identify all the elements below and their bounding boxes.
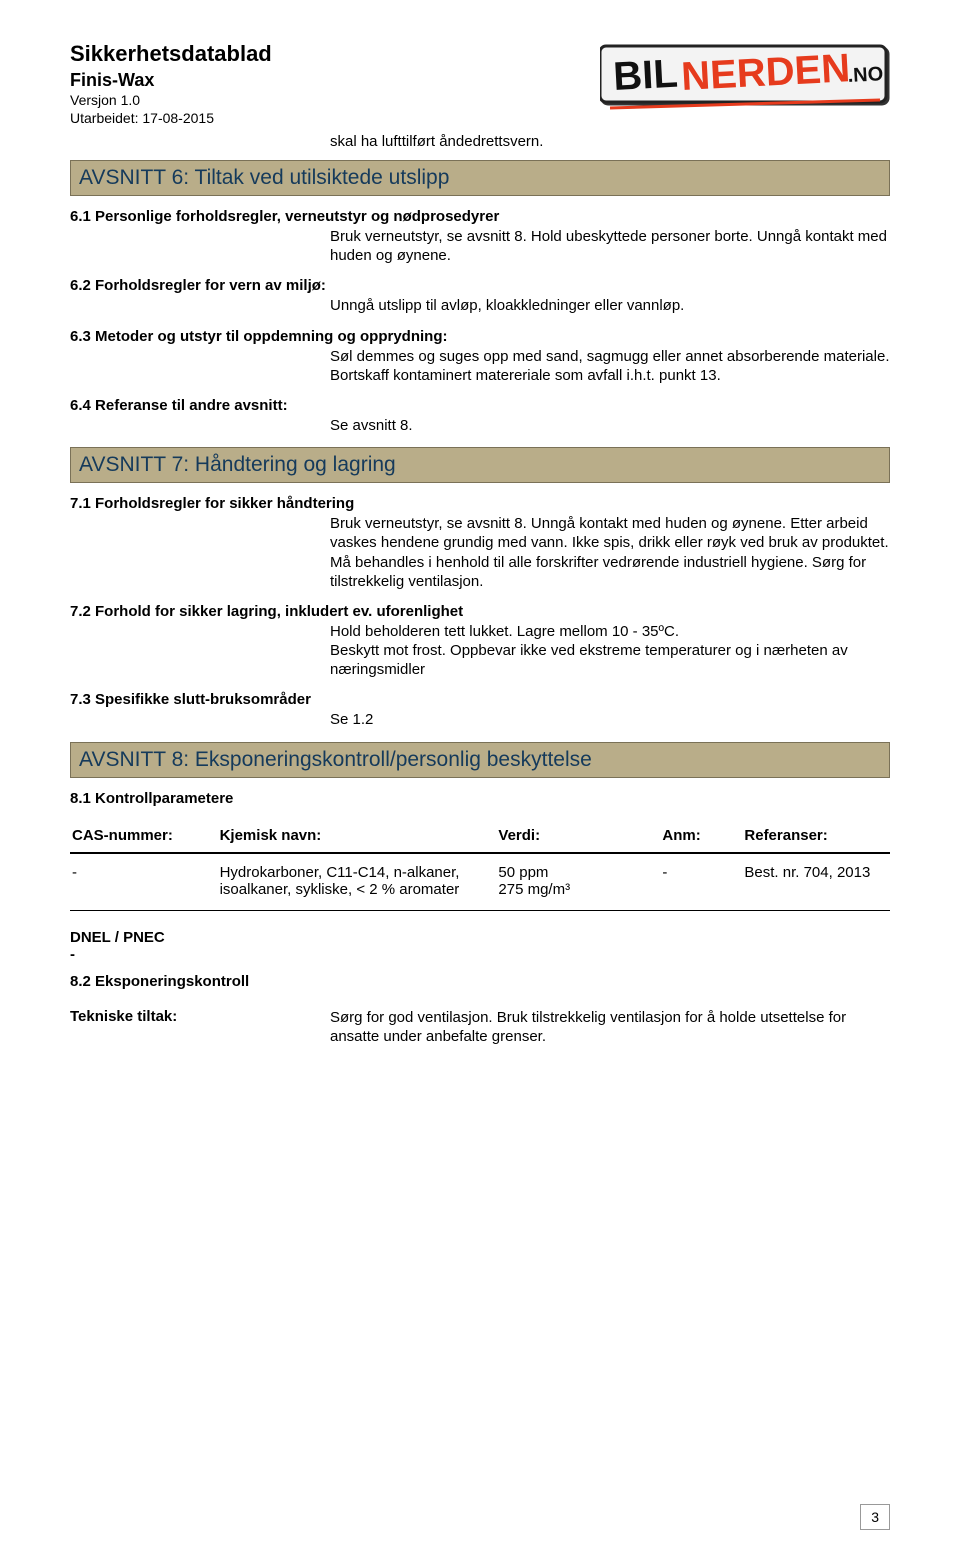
s61-heading: 6.1 Personlige forholdsregler, verneutst… xyxy=(70,208,890,225)
header-row: Sikkerhetsdatablad Finis-Wax Versjon 1.0… xyxy=(70,40,890,127)
cell-name: Hydrokarboner, C11-C14, n-alkaner, isoal… xyxy=(218,853,497,911)
s62-heading: 6.2 Forholdsregler for vern av miljø: xyxy=(70,277,890,294)
page-number: 3 xyxy=(860,1504,890,1530)
table-row: - Hydrokarboner, C11-C14, n-alkaner, iso… xyxy=(70,853,890,911)
s72-heading: 7.2 Forhold for sikker lagring, inkluder… xyxy=(70,603,890,620)
table-header-row: CAS-nummer: Kjemisk navn: Verdi: Anm: Re… xyxy=(70,821,890,853)
dnel-label: DNEL / PNEC xyxy=(70,929,890,946)
cell-anm: - xyxy=(660,853,742,911)
cell-ref: Best. nr. 704, 2013 xyxy=(742,853,890,911)
params-thead: CAS-nummer: Kjemisk navn: Verdi: Anm: Re… xyxy=(70,821,890,853)
tech-body: Sørg for god ventilasjon. Bruk tilstrekk… xyxy=(330,1008,890,1046)
lead-line: skal ha lufttilført åndedrettsvern. xyxy=(330,133,890,150)
section7-bar: AVSNITT 7: Håndtering og lagring xyxy=(70,447,890,483)
product-name: Finis-Wax xyxy=(70,69,272,92)
s63-body: Søl demmes og suges opp med sand, sagmug… xyxy=(330,347,890,385)
s64-body: Se avsnitt 8. xyxy=(330,416,890,435)
svg-text:BIL: BIL xyxy=(612,52,679,99)
svg-text:NERDEN: NERDEN xyxy=(680,46,851,99)
s61-body: Bruk verneutstyr, se avsnitt 8. Hold ube… xyxy=(330,227,890,265)
brand-logo: BIL NERDEN .NO xyxy=(600,40,890,125)
tech-label: Tekniske tiltak: xyxy=(70,1008,330,1046)
header-left: Sikkerhetsdatablad Finis-Wax Versjon 1.0… xyxy=(70,40,272,127)
col-value: Verdi: xyxy=(496,821,660,853)
tech-row: Tekniske tiltak: Sørg for god ventilasjo… xyxy=(70,1008,890,1046)
params-tbody: - Hydrokarboner, C11-C14, n-alkaner, iso… xyxy=(70,853,890,911)
s73-heading: 7.3 Spesifikke slutt-bruksområder xyxy=(70,691,890,708)
params-table: CAS-nummer: Kjemisk navn: Verdi: Anm: Re… xyxy=(70,821,890,911)
col-cas: CAS-nummer: xyxy=(70,821,218,853)
cell-cas: - xyxy=(70,853,218,911)
section6-bar: AVSNITT 6: Tiltak ved utilsiktede utslip… xyxy=(70,160,890,196)
col-name: Kjemisk navn: xyxy=(218,821,497,853)
svg-text:.NO: .NO xyxy=(847,63,884,87)
s62-body: Unngå utslipp til avløp, kloakkledninger… xyxy=(330,296,890,315)
s71-heading: 7.1 Forholdsregler for sikker håndtering xyxy=(70,495,890,512)
dnel-dash: - xyxy=(70,946,890,963)
page: Sikkerhetsdatablad Finis-Wax Versjon 1.0… xyxy=(0,0,960,1560)
s73-body: Se 1.2 xyxy=(330,710,890,729)
doc-title: Sikkerhetsdatablad xyxy=(70,40,272,68)
s63-heading: 6.3 Metoder og utstyr til oppdemning og … xyxy=(70,328,890,345)
col-anm: Anm: xyxy=(660,821,742,853)
s82-heading: 8.2 Eksponeringskontroll xyxy=(70,973,890,990)
s72-body: Hold beholderen tett lukket. Lagre mello… xyxy=(330,622,890,680)
col-ref: Referanser: xyxy=(742,821,890,853)
s71-body: Bruk verneutstyr, se avsnitt 8. Unngå ko… xyxy=(330,514,890,591)
cell-value: 50 ppm 275 mg/m³ xyxy=(496,853,660,911)
s81-heading: 8.1 Kontrollparametere xyxy=(70,790,890,807)
version: Versjon 1.0 xyxy=(70,92,272,110)
section8-bar: AVSNITT 8: Eksponeringskontroll/personli… xyxy=(70,742,890,778)
s64-heading: 6.4 Referanse til andre avsnitt: xyxy=(70,397,890,414)
date: Utarbeidet: 17-08-2015 xyxy=(70,110,272,128)
